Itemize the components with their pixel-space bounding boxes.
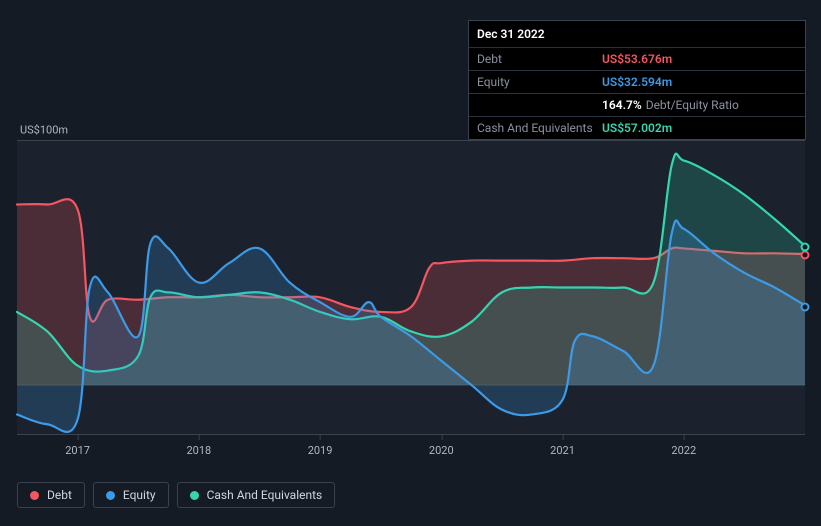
y-axis-label: US$100m: [20, 124, 68, 137]
legend-item-equity[interactable]: Equity: [93, 482, 169, 508]
tooltip-row: Cash And EquivalentsUS$57.002m: [469, 117, 805, 139]
x-axis-label: 2019: [308, 444, 333, 457]
tooltip-row: EquityUS$32.594m: [469, 71, 805, 94]
chart-x-axis: 2017 2018 2019 2020 2021 2022: [17, 440, 805, 460]
tooltip-row-value: US$57.002m: [602, 121, 672, 135]
x-axis-label: 2017: [65, 444, 90, 457]
tooltip-row: DebtUS$53.676m: [469, 48, 805, 71]
x-axis-label: 2018: [186, 444, 211, 457]
tooltip-row-value: US$53.676m: [602, 52, 672, 66]
tooltip-row-label: Cash And Equivalents: [477, 121, 602, 135]
tooltip-row-suffix: Debt/Equity Ratio: [646, 98, 739, 112]
x-axis-label: 2021: [550, 444, 575, 457]
tooltip-row: 164.7%Debt/Equity Ratio: [469, 94, 805, 117]
tooltip-row-label: [477, 98, 602, 112]
debt-end-marker: [801, 250, 810, 259]
debt-equity-chart: US$100mUS$0-US$20m 201720182019202020212…: [17, 120, 805, 465]
legend-item-debt[interactable]: Debt: [17, 482, 85, 508]
equity-end-marker: [801, 302, 810, 311]
chart-legend: Debt Equity Cash And Equivalents: [17, 482, 335, 508]
tooltip-row-label: Equity: [477, 75, 602, 89]
tooltip-row-value: 164.7%Debt/Equity Ratio: [602, 98, 739, 112]
chart-tooltip: Dec 31 2022 DebtUS$53.676mEquityUS$32.59…: [468, 20, 806, 140]
debt-swatch-icon: [30, 491, 39, 500]
legend-item-cash[interactable]: Cash And Equivalents: [177, 482, 336, 508]
x-axis-label: 2022: [671, 444, 696, 457]
tooltip-row-label: Debt: [477, 52, 602, 66]
legend-item-label: Cash And Equivalents: [207, 488, 323, 502]
equity-swatch-icon: [106, 491, 115, 500]
cash-swatch-icon: [190, 491, 199, 500]
x-axis-label: 2020: [429, 444, 454, 457]
cash-end-marker: [801, 242, 810, 251]
legend-item-label: Equity: [123, 488, 156, 502]
legend-item-label: Debt: [47, 488, 72, 502]
chart-plot-area[interactable]: [17, 140, 805, 435]
tooltip-date: Dec 31 2022: [469, 21, 805, 48]
tooltip-row-value: US$32.594m: [602, 75, 672, 89]
